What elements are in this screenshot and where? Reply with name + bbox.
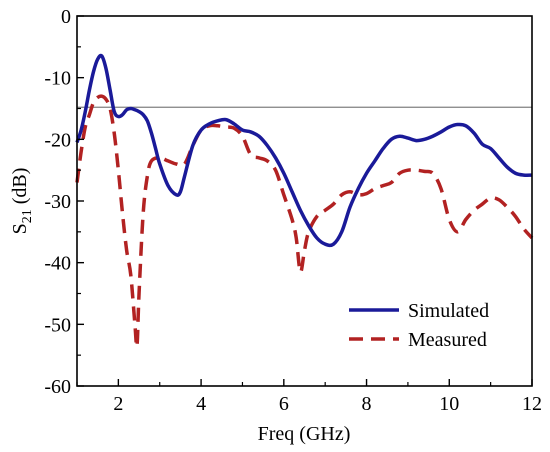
y-axis-title-main: S [9, 223, 31, 234]
legend-label-measured: Measured [408, 329, 487, 351]
y-tick-label: -50 [44, 314, 71, 336]
legend-label-simulated: Simulated [408, 300, 489, 322]
x-tick-label: 8 [362, 393, 372, 415]
y-tick-label: -10 [44, 68, 71, 90]
plot-layer [75, 53, 534, 349]
x-axis-title: Freq (GHz) [258, 423, 351, 445]
x-tick-label: 12 [522, 393, 542, 415]
series-line-simulated [75, 53, 533, 248]
x-tick-label: 2 [113, 393, 123, 415]
y-tick-label: -60 [44, 376, 71, 398]
y-axis-title: S21 (dB) [9, 168, 35, 235]
y-tick-label: -30 [44, 191, 71, 213]
x-tick-label: 10 [439, 393, 459, 415]
legend: Simulated Measured [349, 300, 489, 351]
y-axis-title-subscript: 21 [20, 209, 35, 223]
y-tick-label: -40 [44, 253, 71, 275]
y-tick-label: -20 [44, 129, 71, 151]
series-line-measured [75, 94, 534, 349]
x-tick-label: 4 [196, 393, 206, 415]
x-tick-label: 6 [279, 393, 289, 415]
y-tick-label: 0 [61, 6, 71, 28]
y-axis-title-unit: (dB) [9, 168, 31, 210]
ticks-layer: 2 4 6 8 10 12 0 -10 -20 -30 -40 -50 -60 [44, 6, 542, 415]
